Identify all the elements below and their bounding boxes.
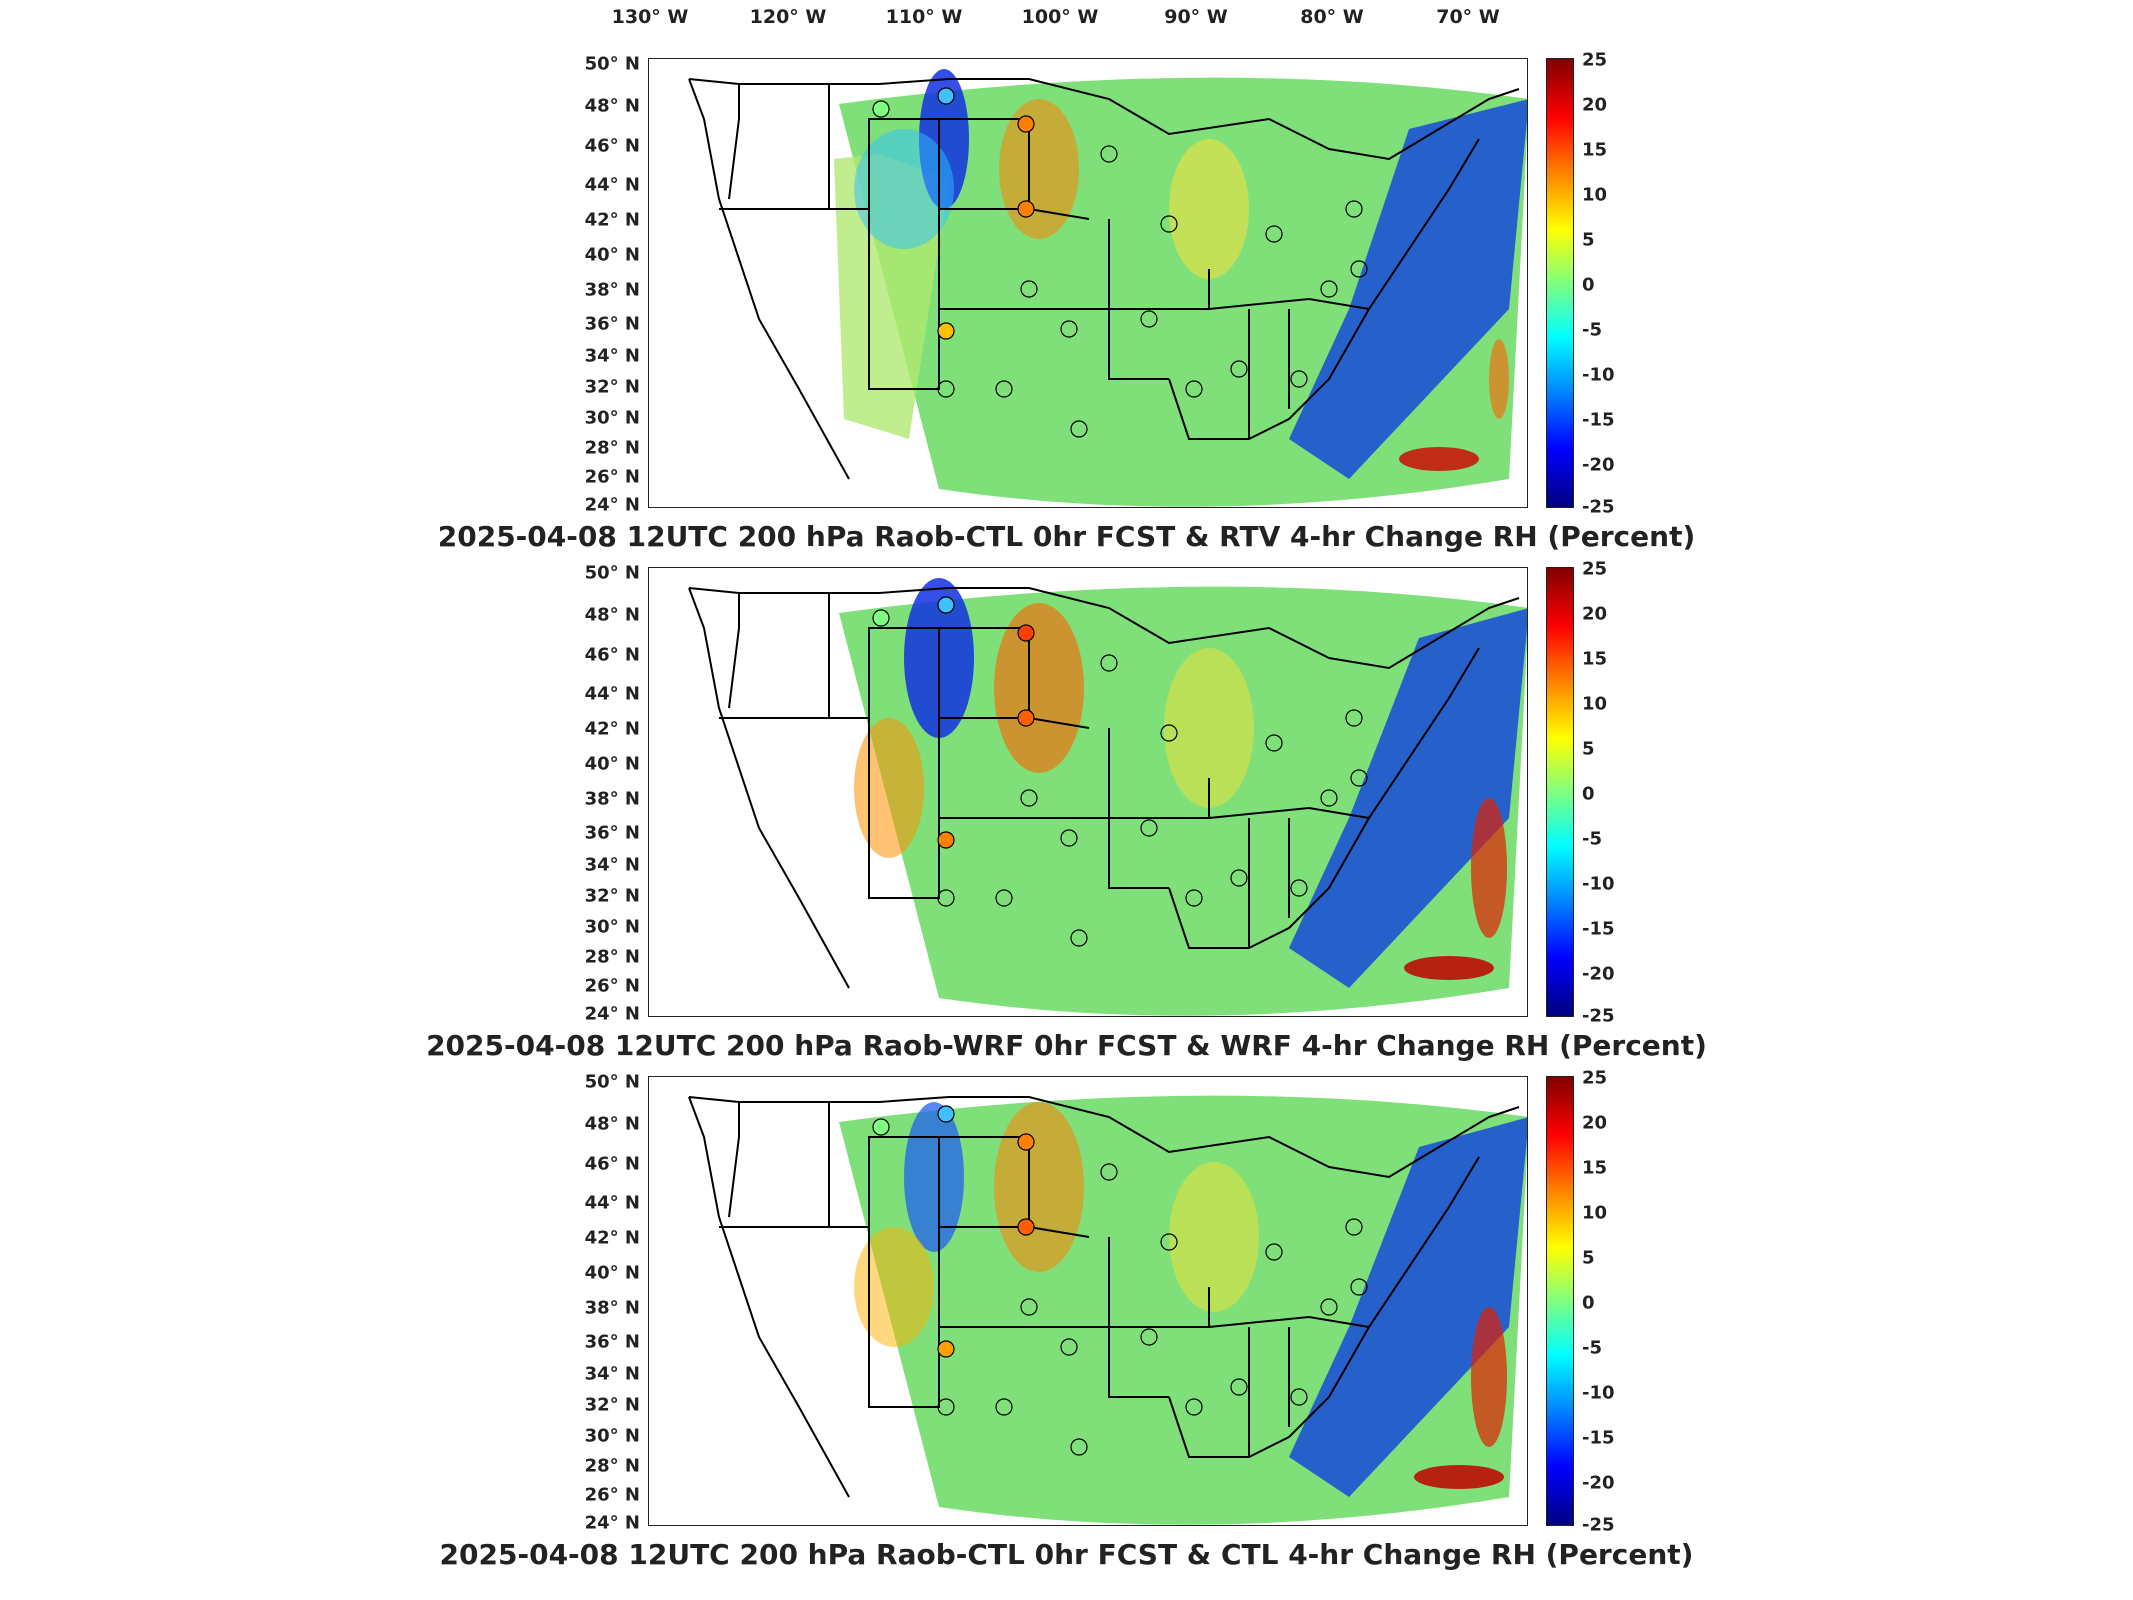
latitude-label: 28° N (584, 437, 640, 459)
latitude-label: 50° N (584, 1071, 640, 1093)
latitude-label: 34° N (584, 345, 640, 367)
latitude-label: 38° N (584, 279, 640, 301)
latitude-label: 24° N (584, 1512, 640, 1534)
colorbar-tick: -5 (1582, 828, 1602, 850)
colorbar-tick: 10 (1582, 1202, 1608, 1224)
colorbar-tick: 15 (1582, 139, 1608, 161)
latitude-label: 24° N (584, 1003, 640, 1025)
panel-title: 2025-04-08 12UTC 200 hPa Raob-WRF 0hr FC… (426, 1029, 1707, 1062)
latitude-label: 38° N (584, 1297, 640, 1319)
latitude-label: 24° N (584, 494, 640, 516)
latitude-label: 36° N (584, 313, 640, 335)
latitude-label: 38° N (584, 788, 640, 810)
latitude-label: 42° N (584, 718, 640, 740)
latitude-label: 46° N (584, 135, 640, 157)
colorbar-tick: 0 (1582, 274, 1595, 296)
latitude-label: 48° N (584, 1113, 640, 1135)
colorbar (1546, 1076, 1574, 1526)
colorbar-tick: -20 (1582, 454, 1615, 476)
latitude-label: 48° N (584, 95, 640, 117)
rh-field-map (688, 578, 1527, 1016)
colorbar-tick: 5 (1582, 738, 1595, 760)
colorbar (1546, 58, 1574, 508)
map-plot (648, 1076, 1528, 1526)
latitude-label: 46° N (584, 1153, 640, 1175)
latitude-label: 32° N (584, 376, 640, 398)
longitude-label: 90° W (1164, 6, 1228, 28)
latitude-label: 30° N (584, 1425, 640, 1447)
colorbar-tick: -20 (1582, 1472, 1615, 1494)
latitude-label: 42° N (584, 209, 640, 231)
latitude-label: 26° N (584, 975, 640, 997)
colorbar-tick: -15 (1582, 1427, 1615, 1449)
colorbar-tick: -20 (1582, 963, 1615, 985)
colorbar-tick: 15 (1582, 1157, 1608, 1179)
latitude-label: 50° N (584, 53, 640, 75)
latitude-label: 28° N (584, 946, 640, 968)
colorbar-tick: 10 (1582, 184, 1608, 206)
longitude-label: 130° W (611, 6, 689, 28)
latitude-label: 40° N (584, 244, 640, 266)
latitude-label: 36° N (584, 822, 640, 844)
latitude-label: 44° N (584, 174, 640, 196)
colorbar-tick: -10 (1582, 1382, 1615, 1404)
colorbar-tick: 15 (1582, 648, 1608, 670)
colorbar-tick: -25 (1582, 496, 1615, 518)
latitude-label: 48° N (584, 604, 640, 626)
colorbar-tick: -25 (1582, 1005, 1615, 1027)
longitude-label: 100° W (1021, 6, 1099, 28)
panel-title: 2025-04-08 12UTC 200 hPa Raob-CTL 0hr FC… (439, 1538, 1694, 1571)
colorbar-tick: -15 (1582, 918, 1615, 940)
latitude-label: 40° N (584, 753, 640, 775)
colorbar-tick: 25 (1582, 558, 1608, 580)
colorbar-tick: -5 (1582, 1337, 1602, 1359)
latitude-label: 34° N (584, 1363, 640, 1385)
map-plot (648, 58, 1528, 508)
colorbar-tick: 5 (1582, 229, 1595, 251)
colorbar-tick: 0 (1582, 783, 1595, 805)
colorbar-tick: 5 (1582, 1247, 1595, 1269)
latitude-label: 30° N (584, 916, 640, 938)
latitude-label: 34° N (584, 854, 640, 876)
longitude-label: 70° W (1436, 6, 1500, 28)
latitude-label: 42° N (584, 1227, 640, 1249)
latitude-label: 46° N (584, 644, 640, 666)
colorbar-tick: 20 (1582, 1112, 1608, 1134)
colorbar-tick: 10 (1582, 693, 1608, 715)
colorbar-tick: 20 (1582, 603, 1608, 625)
latitude-label: 32° N (584, 885, 640, 907)
map-plot (648, 567, 1528, 1017)
colorbar-tick: 0 (1582, 1292, 1595, 1314)
latitude-label: 36° N (584, 1331, 640, 1353)
longitude-label: 110° W (885, 6, 963, 28)
latitude-label: 30° N (584, 407, 640, 429)
rh-field-map (688, 1095, 1527, 1525)
latitude-label: 44° N (584, 1192, 640, 1214)
colorbar-tick: -25 (1582, 1514, 1615, 1536)
latitude-label: 32° N (584, 1394, 640, 1416)
latitude-label: 26° N (584, 1484, 640, 1506)
panel-title: 2025-04-08 12UTC 200 hPa Raob-CTL 0hr FC… (437, 520, 1696, 553)
colorbar-tick: -10 (1582, 364, 1615, 386)
colorbar-tick: -10 (1582, 873, 1615, 895)
colorbar (1546, 567, 1574, 1017)
colorbar-tick: -5 (1582, 319, 1602, 341)
longitude-label: 80° W (1300, 6, 1364, 28)
colorbar-tick: 25 (1582, 1067, 1608, 1089)
latitude-label: 26° N (584, 466, 640, 488)
latitude-label: 40° N (584, 1262, 640, 1284)
colorbar-tick: 25 (1582, 49, 1608, 71)
colorbar-tick: 20 (1582, 94, 1608, 116)
latitude-label: 44° N (584, 683, 640, 705)
latitude-label: 50° N (584, 562, 640, 584)
latitude-label: 28° N (584, 1455, 640, 1477)
longitude-label: 120° W (749, 6, 827, 28)
rh-field-map (688, 69, 1527, 507)
colorbar-tick: -15 (1582, 409, 1615, 431)
